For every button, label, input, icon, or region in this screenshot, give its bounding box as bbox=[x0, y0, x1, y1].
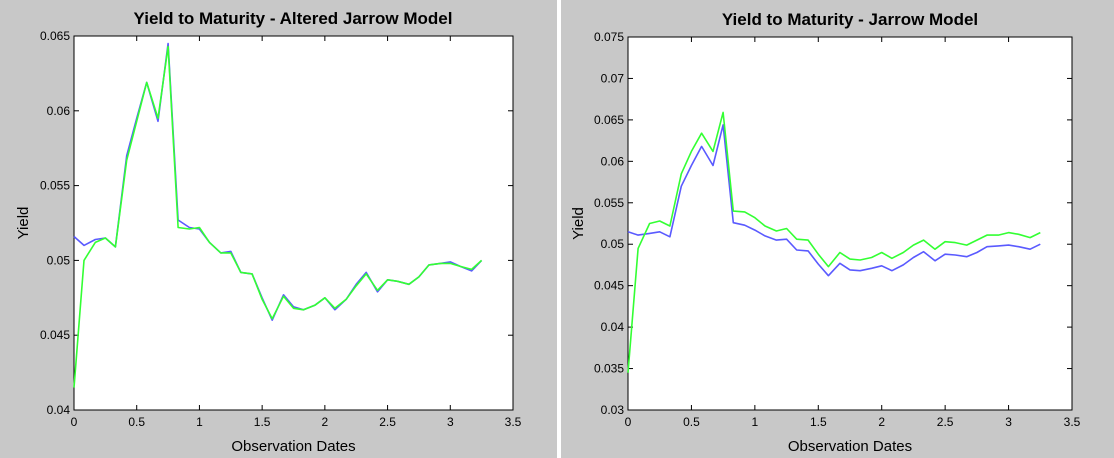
x-tick-label: 2.5 bbox=[379, 415, 396, 429]
x-tick-label: 0.5 bbox=[683, 415, 700, 429]
y-axis-label: Yield bbox=[570, 207, 587, 240]
x-tick-label: 2 bbox=[878, 415, 885, 429]
x-tick-label: 1 bbox=[752, 415, 759, 429]
x-tick-label: 3 bbox=[447, 415, 454, 429]
plot-area bbox=[73, 35, 514, 411]
plot-area bbox=[627, 36, 1073, 411]
x-tick-label: 0 bbox=[625, 415, 632, 429]
x-tick-label: 3.5 bbox=[1064, 415, 1081, 429]
series-line-market bbox=[627, 124, 1041, 277]
y-tick-label: 0.06 bbox=[47, 104, 71, 118]
y-tick-label: 0.065 bbox=[594, 113, 624, 127]
y-tick-label: 0.03 bbox=[601, 403, 625, 417]
y-tick-label: 0.04 bbox=[601, 320, 625, 334]
y-tick-label: 0.045 bbox=[594, 279, 624, 293]
x-tick-label: 3.5 bbox=[505, 415, 522, 429]
x-tick-label: 2.5 bbox=[937, 415, 954, 429]
x-tick-label: 1.5 bbox=[810, 415, 827, 429]
y-axis-label: Yield bbox=[15, 207, 32, 240]
y-tick-label: 0.05 bbox=[47, 253, 71, 267]
x-tick-label: 1 bbox=[196, 415, 203, 429]
series-line-model bbox=[73, 45, 483, 388]
chart-title: Yield to Maturity - Altered Jarrow Model bbox=[134, 9, 453, 28]
y-tick-label: 0.055 bbox=[40, 179, 70, 193]
y-tick-label: 0.04 bbox=[47, 403, 71, 417]
y-tick-label: 0.075 bbox=[594, 30, 624, 44]
y-tick-label: 0.035 bbox=[594, 362, 624, 376]
x-axis-label: Observation Dates bbox=[231, 438, 355, 455]
y-tick-label: 0.05 bbox=[601, 237, 625, 251]
x-tick-label: 1.5 bbox=[254, 415, 271, 429]
chart-jarrow: Yield to Maturity - Jarrow Model 0 0.5 1 1.5… bbox=[570, 10, 1081, 455]
chart-altered-jarrow: Yield to Maturity - Altered Jarrow Model… bbox=[15, 9, 522, 455]
chart-title: Yield to Maturity - Jarrow Model bbox=[722, 10, 978, 29]
y-tick-label: 0.065 bbox=[40, 29, 70, 43]
x-tick-label: 3 bbox=[1005, 415, 1012, 429]
series-line-model bbox=[627, 111, 1041, 373]
x-tick-label: 2 bbox=[322, 415, 329, 429]
y-tick-label: 0.045 bbox=[40, 328, 70, 342]
x-tick-label: 0.5 bbox=[128, 415, 145, 429]
y-tick-label: 0.055 bbox=[594, 196, 624, 210]
x-tick-label: 0 bbox=[71, 415, 78, 429]
x-axis-label: Observation Dates bbox=[788, 438, 912, 455]
y-tick-label: 0.06 bbox=[601, 154, 625, 168]
y-tick-label: 0.07 bbox=[601, 71, 625, 85]
